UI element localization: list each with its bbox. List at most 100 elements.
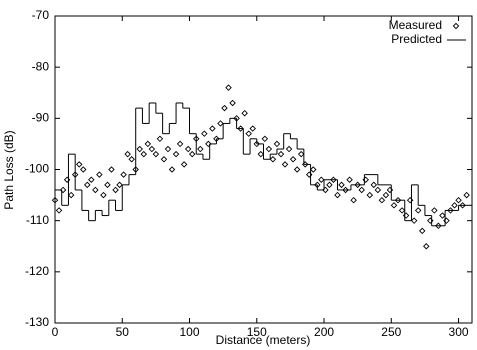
- measured-point: [439, 212, 446, 219]
- legend-marker: [452, 22, 460, 30]
- measured-point: [80, 166, 87, 173]
- measured-point: [217, 120, 224, 127]
- measured-point: [197, 145, 204, 153]
- measured-point: [168, 166, 176, 173]
- measured-point: [51, 196, 59, 204]
- measured-point: [338, 181, 345, 189]
- measured-point: [354, 181, 361, 189]
- measured-point: [124, 150, 131, 158]
- measured-point: [108, 166, 115, 173]
- measured-point: [423, 243, 430, 250]
- measured-point: [59, 186, 67, 194]
- x-axis-label: Distance (meters): [216, 333, 311, 347]
- measured-point: [209, 125, 216, 132]
- measured-point: [455, 196, 462, 204]
- measured-point: [261, 135, 269, 143]
- measured-point: [390, 202, 398, 209]
- measured-point: [160, 156, 168, 163]
- measured-point: [156, 135, 164, 143]
- legend-label: Measured: [389, 18, 442, 32]
- measured-point: [144, 140, 152, 148]
- measured-point: [394, 196, 402, 204]
- measured-point: [188, 150, 196, 158]
- measured-point: [112, 186, 119, 194]
- measured-point: [201, 130, 208, 137]
- measured-point: [326, 181, 333, 189]
- x-tick-label: 150: [247, 325, 267, 339]
- measured-point: [241, 109, 248, 117]
- measured-point: [180, 161, 188, 168]
- measured-point: [176, 140, 184, 148]
- measured-point: [205, 140, 212, 148]
- measured-point: [164, 145, 172, 153]
- measured-point: [249, 125, 256, 132]
- measured-point: [289, 156, 297, 163]
- measured-point: [382, 191, 390, 199]
- y-tick-label: -70: [32, 8, 50, 22]
- measured-point: [451, 202, 458, 209]
- measured-point: [140, 150, 148, 158]
- measured-point: [67, 191, 75, 199]
- measured-point: [265, 145, 273, 153]
- y-axis-label: Path Loss (dB): [2, 130, 16, 209]
- measured-point: [245, 130, 252, 137]
- measured-point: [221, 104, 228, 112]
- measured-point: [374, 186, 382, 194]
- legend-label: Predicted: [391, 32, 442, 46]
- measured-point: [350, 196, 357, 204]
- measured-point: [414, 207, 422, 214]
- measured-point: [75, 161, 83, 168]
- measured-point: [334, 191, 341, 199]
- x-tick-label: 50: [116, 325, 130, 339]
- measured-point: [293, 166, 301, 173]
- measured-point: [88, 176, 95, 183]
- measured-point: [269, 156, 277, 163]
- measured-point: [431, 207, 438, 214]
- measured-point: [463, 191, 470, 199]
- x-tick-label: 200: [314, 325, 334, 339]
- plot-frame: [54, 15, 473, 324]
- measured-point: [277, 150, 285, 158]
- measured-point: [120, 171, 127, 178]
- measured-point: [398, 207, 406, 214]
- measured-point: [136, 145, 143, 153]
- measured-point: [128, 156, 135, 163]
- measured-point: [285, 145, 293, 153]
- measured-point: [370, 181, 378, 189]
- measured-point: [92, 186, 99, 194]
- measured-point: [225, 84, 232, 91]
- measured-point: [342, 186, 349, 194]
- measured-point: [310, 166, 317, 173]
- x-tick-label: 100: [180, 325, 200, 339]
- measured-point: [184, 145, 192, 153]
- measured-point: [257, 150, 265, 158]
- measured-point: [55, 207, 63, 214]
- y-tick-label: -80: [32, 59, 50, 73]
- measured-point: [297, 150, 305, 158]
- x-tick-label: 250: [381, 325, 401, 339]
- x-tick-label: 0: [52, 325, 59, 339]
- measured-point: [100, 191, 107, 199]
- measured-point: [378, 196, 386, 204]
- measured-point: [358, 186, 365, 194]
- measured-point: [152, 150, 160, 158]
- measured-point: [366, 191, 374, 199]
- measured-point: [172, 150, 180, 158]
- measured-point: [447, 207, 454, 214]
- measured-point: [281, 161, 289, 168]
- measured-point: [318, 176, 325, 183]
- y-tick-label: -110: [26, 213, 49, 227]
- measured-point: [253, 140, 261, 148]
- measured-point: [330, 176, 337, 183]
- measured-point: [148, 145, 156, 153]
- measured-point: [116, 181, 123, 189]
- measured-point: [237, 125, 244, 132]
- x-tick-label: 300: [449, 325, 469, 339]
- y-tick-label: -120: [25, 264, 49, 278]
- measured-point: [346, 176, 353, 183]
- measured-point: [104, 181, 111, 189]
- y-tick-label: -90: [32, 111, 50, 125]
- measured-point: [435, 222, 442, 230]
- measured-point: [418, 227, 426, 235]
